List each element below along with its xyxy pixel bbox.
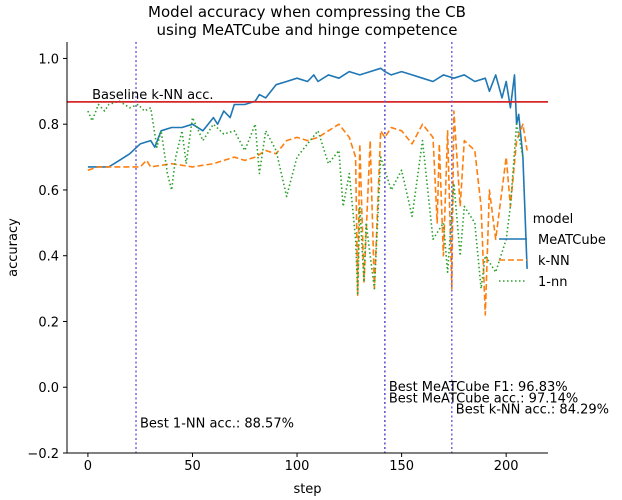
plot-area bbox=[67, 42, 548, 453]
x-axis-label: step bbox=[293, 482, 321, 497]
y-tick-label: −0.2 bbox=[27, 447, 59, 462]
x-tick-label: 0 bbox=[84, 459, 92, 474]
y-tick-label: 0.8 bbox=[38, 118, 59, 133]
annotations: Baseline k-NN acc. Best 1-NN acc.: 88.57%… bbox=[92, 88, 609, 432]
chart-title-line: Model accuracy when compressing the CB bbox=[148, 3, 466, 21]
legend-entry-k-nn: k-NN bbox=[538, 254, 570, 269]
chart-title-line: using MeATCube and hinge competence bbox=[157, 21, 458, 39]
x-tick-label: 100 bbox=[285, 459, 310, 474]
series-line-meatcube bbox=[87, 67, 528, 269]
baseline-label: Baseline k-NN acc. bbox=[92, 88, 213, 103]
y-axis-label: accuracy bbox=[6, 218, 21, 277]
vertical-marker-label: Best MeATCube F1: 96.83% bbox=[389, 380, 568, 395]
chart-title: Model accuracy when compressing the CBus… bbox=[148, 3, 466, 39]
vertical-marker-label: Best k-NN acc.: 84.29% bbox=[456, 403, 609, 418]
x-tick-label: 50 bbox=[184, 459, 201, 474]
y-tick-label: 0.6 bbox=[38, 184, 59, 199]
y-tick-label: 0.4 bbox=[38, 250, 59, 265]
y-tick-label: 0.0 bbox=[38, 381, 59, 396]
axes: 0 50 100 150 200 −0.2 0.0 0.2 0.4 0.6 0.8 1.0 step ac… bbox=[6, 42, 548, 497]
series-line-1-nn bbox=[87, 100, 524, 296]
y-tick-label: 1.0 bbox=[38, 52, 59, 67]
legend-title: model bbox=[533, 212, 573, 227]
y-tick-label: 0.2 bbox=[38, 315, 59, 330]
series-line-k-nn bbox=[87, 110, 528, 316]
vertical-marker-label: Best 1-NN acc.: 88.57% bbox=[140, 416, 294, 431]
vertical-marker-label: Best MeATCube acc.: 97.14% bbox=[389, 392, 578, 407]
legend: model MeATCube k-NN 1-nn bbox=[499, 212, 606, 290]
x-tick-label: 200 bbox=[494, 459, 519, 474]
x-tick-label: 150 bbox=[389, 459, 414, 474]
legend-entry-meatcube: MeATCube bbox=[538, 233, 606, 248]
legend-entry-1-nn: 1-nn bbox=[538, 275, 567, 290]
